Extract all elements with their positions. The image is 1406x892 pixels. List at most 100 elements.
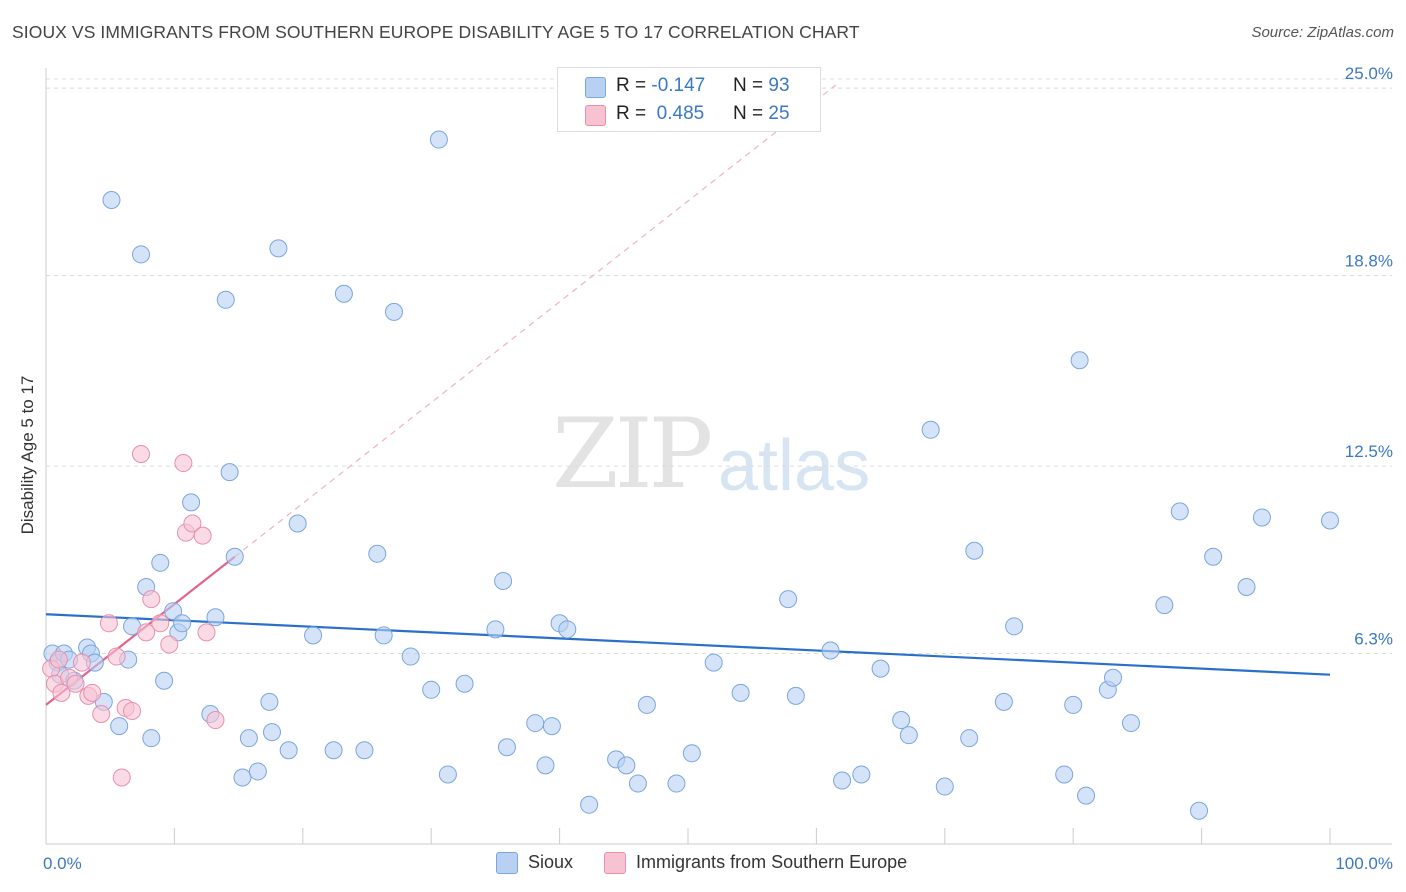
sioux-point	[682, 744, 701, 763]
y-axis-label: Disability Age 5 to 17	[18, 376, 37, 535]
sioux-point	[304, 626, 323, 645]
sioux-point	[422, 680, 441, 699]
y-tick-label: 12.5%	[1345, 442, 1393, 461]
trend-line-sioux	[45, 613, 1331, 676]
sioux-point	[1104, 668, 1123, 687]
sioux-point	[965, 541, 984, 560]
r-label: R =	[616, 75, 652, 96]
sioux-point	[334, 284, 353, 303]
immigrants-point	[137, 623, 156, 642]
immigrants-point	[197, 623, 216, 642]
sioux-swatch	[585, 77, 606, 98]
sioux-point	[429, 130, 448, 149]
sioux-point	[852, 765, 871, 784]
sioux-point	[182, 493, 201, 512]
immigrants-swatch	[585, 105, 606, 126]
sioux-point	[324, 741, 343, 760]
sioux-point	[667, 774, 686, 793]
n-value-sioux: 93	[768, 75, 790, 96]
sioux-point	[558, 620, 577, 639]
sioux-point	[384, 302, 403, 321]
sioux-point	[497, 738, 516, 757]
sioux-point	[994, 692, 1013, 711]
sioux-point	[1064, 695, 1083, 714]
sioux-point	[173, 614, 192, 633]
n-label: N =	[733, 75, 769, 96]
sioux-point	[1121, 714, 1140, 733]
sioux-point	[542, 717, 561, 736]
immigrants-point	[151, 614, 170, 633]
sioux-point	[786, 686, 805, 705]
sioux-point	[151, 553, 170, 572]
immigrants-point	[183, 514, 202, 533]
sioux-point	[1077, 786, 1096, 805]
series-immigrants-points	[42, 444, 225, 787]
series-legend: Sioux Immigrants from Southern Europe	[496, 852, 933, 875]
tick-labels: 6.3% 12.5% 18.8% 25.0% 0.0% 100.0%	[43, 64, 1393, 873]
sioux-point	[617, 756, 636, 775]
immigrants-point	[92, 704, 111, 723]
sioux-point	[155, 671, 174, 690]
sioux-legend-swatch	[496, 852, 518, 875]
sioux-point	[248, 762, 267, 781]
x-tick-label: 0.0%	[43, 854, 82, 873]
sioux-point	[1070, 351, 1089, 370]
sioux-point	[216, 290, 235, 309]
sioux-point	[279, 741, 298, 760]
y-tick-label: 25.0%	[1345, 64, 1393, 83]
immigrants-point	[83, 683, 102, 702]
sioux-point	[935, 777, 954, 796]
sioux-point	[401, 647, 420, 666]
immigrants-point	[52, 683, 71, 702]
immigrants-point	[193, 526, 212, 545]
sioux-point	[526, 714, 545, 733]
sioux-point	[233, 768, 252, 787]
immigrants-legend-swatch	[604, 852, 627, 875]
n-label: N =	[733, 103, 769, 124]
sioux-point	[731, 683, 750, 702]
chart-title: SIOUX VS IMMIGRANTS FROM SOUTHERN EUROPE…	[12, 22, 860, 42]
sioux-point	[628, 774, 647, 793]
sioux-point	[871, 659, 890, 678]
series-sioux-points	[43, 130, 1339, 820]
sioux-point	[269, 239, 288, 258]
y-tick-label: 18.8%	[1345, 252, 1393, 271]
legend-label-immigrants: Immigrants from Southern Europe	[636, 852, 908, 873]
immigrants-point	[206, 711, 225, 730]
immigrants-point	[66, 674, 85, 693]
axes	[45, 68, 1392, 845]
sioux-point	[536, 756, 555, 775]
sioux-point	[1321, 511, 1339, 530]
sioux-point	[960, 729, 979, 748]
sioux-point	[374, 626, 393, 645]
n-value-immigrants: 25	[768, 103, 790, 124]
sioux-point	[110, 717, 129, 736]
sioux-point	[1170, 502, 1189, 521]
legend-item-sioux: Sioux	[496, 852, 573, 875]
sioux-point	[1204, 547, 1223, 566]
stats-legend: R = -0.147 N = 93 R = 0.485 N = 25	[557, 67, 821, 132]
immigrants-point	[49, 650, 68, 669]
sioux-point	[821, 641, 840, 660]
trend-line-immigrants-extension	[234, 84, 837, 558]
immigrants-point	[123, 701, 142, 720]
sioux-point	[494, 571, 513, 590]
sioux-point	[1190, 801, 1209, 820]
trend-lines	[45, 84, 1331, 706]
x-tick-label: 100.0%	[1335, 854, 1393, 873]
sioux-point	[704, 653, 723, 672]
immigrants-point	[174, 454, 193, 473]
sioux-point	[142, 729, 161, 748]
sioux-point	[206, 608, 225, 627]
sioux-point	[892, 711, 911, 730]
immigrants-point	[112, 768, 131, 787]
r-value-immigrants: 0.485	[651, 103, 705, 124]
sioux-point	[455, 674, 474, 693]
legend-item-immigrants: Immigrants from Southern Europe	[604, 852, 908, 875]
sioux-point	[438, 765, 457, 784]
sioux-point	[132, 245, 151, 264]
immigrants-point	[107, 647, 126, 666]
sioux-point	[262, 723, 281, 742]
sioux-point	[102, 191, 121, 210]
